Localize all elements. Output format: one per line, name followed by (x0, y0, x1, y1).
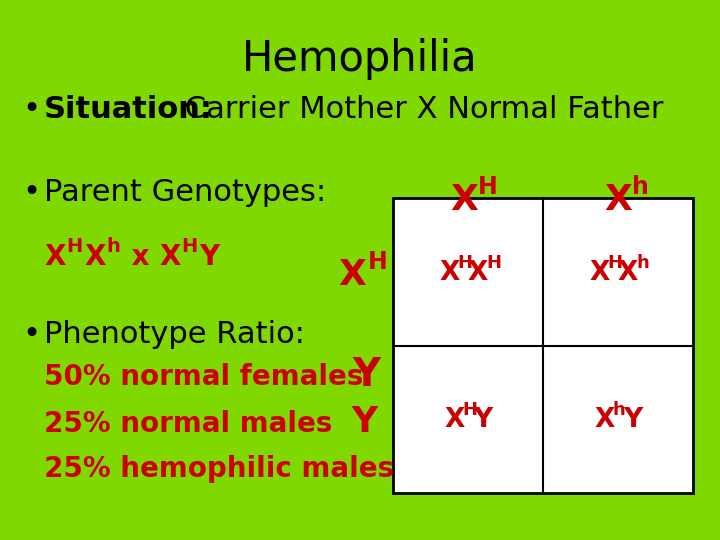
Text: X: X (589, 260, 609, 286)
Text: 25% hemophilic males: 25% hemophilic males (44, 455, 394, 483)
Text: H: H (368, 249, 388, 274)
Text: X: X (338, 258, 366, 292)
Text: Y: Y (474, 407, 492, 433)
Text: X: X (468, 260, 488, 286)
Text: X: X (604, 183, 632, 217)
Text: H: H (607, 254, 622, 272)
Text: •: • (22, 95, 40, 124)
Text: h: h (636, 254, 649, 272)
Text: X: X (439, 260, 459, 286)
Text: h: h (613, 401, 625, 419)
Text: Carrier Mother X Normal Father: Carrier Mother X Normal Father (175, 95, 664, 124)
Text: X: X (159, 243, 181, 271)
Text: Hemophilia: Hemophilia (242, 38, 478, 80)
Text: h: h (632, 175, 649, 199)
Text: Y: Y (352, 356, 380, 394)
Text: Phenotype Ratio:: Phenotype Ratio: (44, 320, 305, 349)
Text: Y: Y (351, 405, 377, 439)
Text: Parent Genotypes:: Parent Genotypes: (44, 178, 326, 207)
Text: x: x (122, 243, 159, 271)
Text: H: H (486, 254, 501, 272)
Text: •: • (22, 320, 40, 349)
Text: X: X (44, 243, 66, 271)
Text: X: X (450, 183, 478, 217)
Text: X: X (84, 243, 105, 271)
Text: X: X (595, 407, 615, 433)
Text: 50% normal females: 50% normal females (44, 363, 364, 391)
Text: Situation:: Situation: (44, 95, 213, 124)
Text: X: X (618, 260, 639, 286)
Text: h: h (106, 237, 120, 256)
Text: H: H (181, 237, 197, 256)
Text: Y: Y (199, 243, 220, 271)
Text: H: H (462, 401, 477, 419)
Text: H: H (66, 237, 82, 256)
Text: H: H (457, 254, 472, 272)
Text: H: H (478, 175, 498, 199)
Text: •: • (22, 178, 40, 207)
Text: X: X (444, 407, 465, 433)
Text: 25% normal males: 25% normal males (44, 410, 333, 438)
Bar (393, 198, 693, 493)
Text: Y: Y (624, 407, 643, 433)
